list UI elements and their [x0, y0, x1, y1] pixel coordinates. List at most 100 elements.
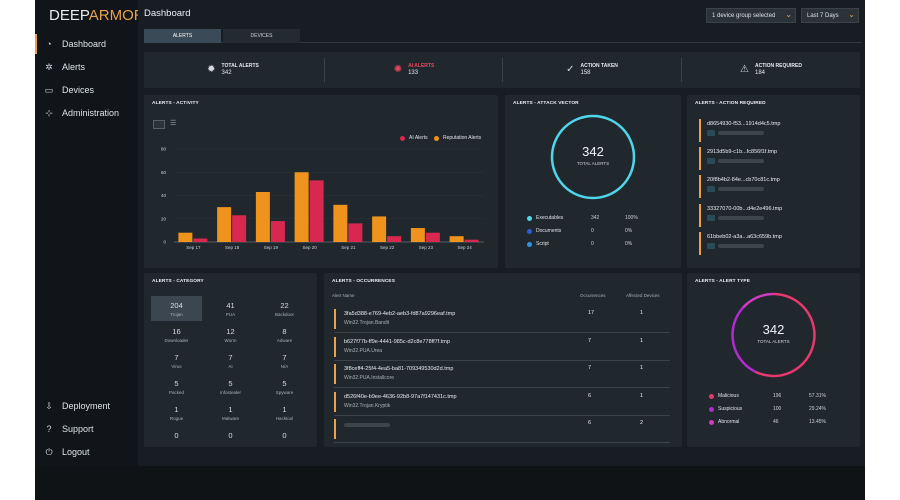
sidebar-item-devices[interactable]: ▭ Devices — [35, 80, 138, 100]
severity-bar — [699, 204, 701, 227]
occurrence-row[interactable]: 3fa5d388-e769-4eb2-aeb3-fd87a9296eaf.tmp… — [334, 306, 670, 333]
bar-reputation-alerts[interactable] — [178, 232, 193, 242]
affected-devices: 1 — [640, 337, 644, 344]
occurrence-row[interactable]: b627f77b-ff9e-4441-985c-d2c8e778ff7f.tmp… — [334, 334, 670, 361]
bar-ai-alerts[interactable] — [387, 236, 402, 242]
tab-alerts[interactable]: ALERTS — [144, 29, 221, 43]
category-cell[interactable]: 12 Worm — [205, 322, 256, 347]
category-cell[interactable]: 22 Backdoor — [259, 296, 310, 321]
ring-segment-abnormal[interactable] — [741, 292, 774, 309]
affected-devices: 1 — [640, 310, 644, 316]
stat-action-required[interactable]: ⚠ ACTION REQUIRED 184 — [683, 52, 859, 87]
stat-ai-alerts[interactable]: ✺ AI ALERTS 133 — [326, 52, 502, 87]
bar-reputation-alerts[interactable] — [255, 192, 270, 242]
occurrence-row[interactable]: 3f8ceff4-25f4-4ea5-ba81-709349530d2d.tmp… — [334, 361, 670, 388]
bar-ai-alerts[interactable] — [270, 221, 285, 242]
panel-title: ALERTS - ALERT TYPE — [695, 279, 751, 284]
category-cell[interactable]: 5 Packed — [151, 374, 202, 399]
category-cell[interactable]: 0 — [151, 426, 202, 451]
severity-bar — [334, 336, 336, 357]
panel-title: ALERTS - ACTIVITY — [152, 101, 199, 106]
list-view-icon[interactable]: ☰ — [170, 120, 177, 127]
action-required-item[interactable]: 20f8b4b2-84e...cb70c81c.tmp — [699, 175, 849, 199]
severity-bar — [699, 119, 701, 142]
sidebar-item-dashboard[interactable]: ◔ Dashboard — [35, 34, 138, 54]
category-cell[interactable]: 1 Hacktool — [259, 400, 310, 425]
category-count: 1 — [228, 405, 233, 414]
legend-swatch — [400, 135, 405, 141]
occurrence-row[interactable]: d526f40e-b9ee-4636-92b8-97a7f147431c.tmp… — [334, 389, 670, 416]
sidebar-item-support[interactable]: ? Support — [35, 419, 138, 439]
attack-vector-ring — [550, 114, 636, 200]
tab-devices[interactable]: DEVICES — [223, 29, 300, 43]
category-cell[interactable]: 41 PUA — [205, 296, 256, 321]
action-required-item[interactable]: d8654930-f53...1914d4c5.tmp — [699, 119, 849, 143]
device-icon — [707, 130, 715, 136]
sidebar-item-logout[interactable]: ⏻ Logout — [35, 442, 138, 462]
x-tick-label: Sep 22 — [380, 245, 395, 250]
bar-reputation-alerts[interactable] — [333, 204, 348, 242]
date-range-select[interactable]: Last 7 Days ⌄ — [801, 8, 859, 23]
category-cell[interactable]: 7 AI — [205, 348, 256, 373]
category-cell[interactable]: 204 Trojan — [151, 296, 202, 321]
action-required-item[interactable]: 61bbeb02-a3a...a63c659b.tmp — [699, 232, 849, 256]
category-cell[interactable]: 7 Virus — [151, 348, 202, 373]
bar-ai-alerts[interactable] — [425, 232, 440, 242]
bar-view-icon[interactable] — [153, 120, 165, 129]
bar-ai-alerts[interactable] — [193, 238, 208, 242]
bar-ai-alerts[interactable] — [464, 239, 479, 242]
bar-reputation-alerts[interactable] — [217, 207, 232, 242]
y-tick-label: 20 — [161, 216, 167, 221]
attack-vector-panel: ALERTS - ATTACK VECTOR 342 TOTAL ALERTS … — [505, 95, 681, 268]
threat-name: Win32.PUA.Installcore — [344, 375, 395, 381]
legend-reputation-alerts: Reputation Alerts — [434, 135, 481, 141]
vector-count: 0 — [591, 228, 594, 234]
bar-reputation-alerts[interactable] — [372, 216, 387, 242]
sidebar-item-deployment[interactable]: ⇩ Deployment — [35, 396, 138, 416]
sidebar-item-administration[interactable]: ⊹ Administration — [35, 103, 138, 123]
x-tick-label: Sep 19 — [264, 245, 279, 250]
bar-reputation-alerts[interactable] — [294, 172, 309, 242]
bar-ai-alerts[interactable] — [348, 223, 363, 242]
stat-action-taken[interactable]: ✓ ACTION TAKEN 158 — [504, 52, 680, 87]
ring-executables — [550, 114, 636, 200]
category-cell[interactable]: 7 N/A — [259, 348, 310, 373]
type-pct: 29.24% — [809, 406, 826, 412]
device-group-select[interactable]: 1 device group selected ⌄ — [706, 8, 796, 23]
action-required-item[interactable]: 2913d5b9-c1b...fc856f1f.tmp — [699, 147, 849, 171]
category-cell[interactable]: 1 Malware — [205, 400, 256, 425]
category-cell[interactable]: 5 Infostealer — [205, 374, 256, 399]
ring-segment-suspicious[interactable] — [731, 306, 756, 373]
activity-panel: ALERTS - ACTIVITY ☰ AI Alerts Reputation… — [144, 95, 498, 268]
category-label: Malware — [221, 416, 239, 421]
bar-reputation-alerts[interactable] — [410, 228, 425, 242]
sidebar-item-label: Deployment — [62, 401, 111, 411]
category-cell[interactable]: 0 — [205, 426, 256, 451]
file-name: d8654930-f53...1914d4c5.tmp — [707, 121, 781, 127]
affected-devices: 2 — [640, 420, 644, 426]
action-required-item[interactable]: 33327070-00b...d4e2e496.tmp — [699, 204, 849, 228]
type-count: 100 — [773, 406, 782, 412]
category-cell[interactable]: 8 Adware — [259, 322, 310, 347]
sidebar-item-label: Administration — [62, 108, 120, 118]
stat-total-alerts[interactable]: ✹ TOTAL ALERTS 342 — [144, 52, 322, 87]
vector-pct: 0% — [625, 228, 633, 234]
stat-label: TOTAL ALERTS — [221, 63, 259, 69]
sidebar-item-alerts[interactable]: ✲ Alerts — [35, 57, 138, 77]
category-cell[interactable]: 16 Downloader — [151, 322, 202, 347]
deeparmor-logo: DEEPARMOR® — [49, 7, 149, 24]
category-cell[interactable]: 1 Rogue — [151, 400, 202, 425]
deployment-icon: ⇩ — [45, 401, 53, 411]
shield-icon: ✹ — [207, 64, 216, 75]
category-cell[interactable]: 0 — [259, 426, 310, 451]
device-icon — [707, 215, 715, 221]
category-label: Downloader — [164, 338, 189, 343]
ring-segment-malicious[interactable] — [754, 292, 816, 378]
category-label: N/A — [280, 364, 289, 369]
bar-ai-alerts[interactable] — [232, 215, 247, 242]
occurrence-count: 7 — [588, 365, 592, 371]
category-cell[interactable]: 5 Spyware — [259, 374, 310, 399]
bar-ai-alerts[interactable] — [309, 180, 324, 242]
bar-reputation-alerts[interactable] — [449, 236, 464, 242]
